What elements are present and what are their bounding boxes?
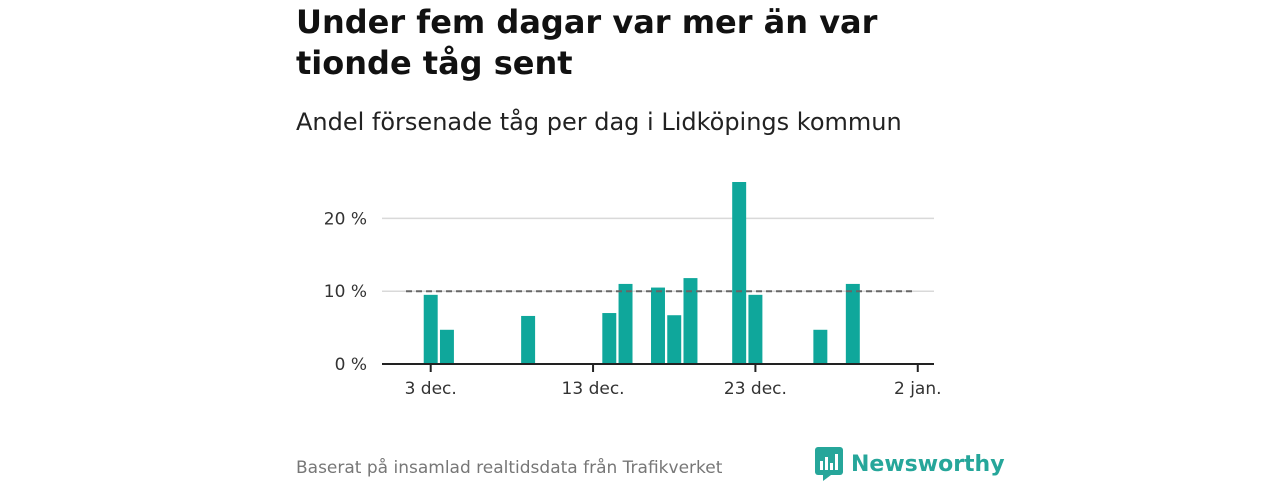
bar [602, 313, 617, 364]
brand-name: Newsworthy [851, 451, 1005, 477]
source-note: Baserat på insamlad realtidsdata från Tr… [296, 458, 723, 478]
bar [651, 287, 665, 364]
bar [813, 329, 828, 364]
bars-layer [423, 182, 860, 364]
chart-title: Under fem dagar var mer än var tionde tå… [296, 3, 878, 82]
chart-subtitle: Andel försenade tåg per dag i Lidköpings… [296, 108, 902, 136]
bar [732, 182, 747, 364]
y-tick-label: 10 % [324, 282, 367, 302]
bar [521, 315, 536, 364]
grid-layer [382, 217, 934, 292]
x-tick-label: 23 dec. [724, 379, 787, 399]
x-tick-label: 3 dec. [405, 379, 457, 399]
brand-logo[interactable]: Newsworthy [815, 446, 1005, 482]
axis-layer: 0 % 10 % 20 % 3 dec. 13 dec. 23 dec. 2 jan. [324, 209, 942, 399]
bar [683, 278, 698, 364]
bar [439, 329, 454, 364]
x-tick-label: 13 dec. [562, 379, 625, 399]
bar [845, 283, 860, 364]
newsworthy-logo-icon [815, 447, 843, 481]
bar [423, 294, 438, 364]
bar [618, 283, 633, 364]
y-tick-label: 0 % [335, 355, 367, 375]
bar [748, 294, 763, 364]
y-tick-label: 20 % [324, 209, 367, 229]
x-tick-label: 2 jan. [894, 379, 942, 399]
bar [667, 315, 682, 364]
